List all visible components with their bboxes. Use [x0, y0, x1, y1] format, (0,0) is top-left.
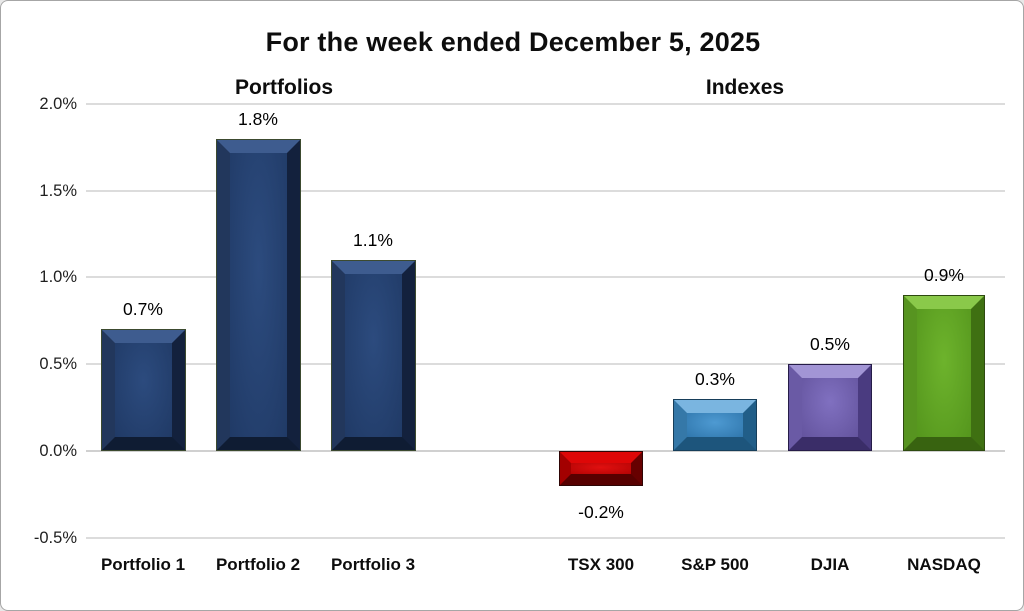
- y-axis-tick-label: 2.0%: [39, 94, 77, 113]
- bar-value-label: 1.1%: [353, 230, 393, 251]
- y-axis-tick-label: 1.5%: [39, 181, 77, 200]
- gridline: [86, 102, 1005, 105]
- y-axis-tick-label: 1.0%: [39, 268, 77, 287]
- y-axis-tick-label: 0.0%: [39, 442, 77, 460]
- x-axis-category-label: Portfolio 1: [100, 555, 186, 574]
- bar-face: [917, 308, 971, 437]
- x-axis-category-label: Portfolio 3: [330, 555, 416, 574]
- bar-face: [344, 274, 402, 437]
- bar-portfolio-1: [100, 329, 186, 451]
- bar-nasdaq: [903, 294, 985, 451]
- bar-bevel-frame: [101, 330, 185, 450]
- bar-bevel-frame: [674, 399, 756, 450]
- bar-face: [687, 412, 743, 437]
- x-axis-category-label: Portfolio 2: [215, 555, 301, 574]
- bar-face: [802, 378, 858, 437]
- x-axis-category-label: S&P 500: [681, 555, 749, 574]
- bar-bevel-frame: [331, 261, 415, 450]
- bar-face: [114, 343, 172, 437]
- bar-bevel-frame: [216, 139, 300, 450]
- chart-title: For the week ended December 5, 2025: [265, 27, 761, 57]
- bar-value-label: -0.2%: [578, 501, 624, 522]
- gridline: [86, 189, 1005, 192]
- gridline: [86, 450, 1005, 452]
- y-axis-tick-label: -0.5%: [33, 528, 77, 547]
- bar-s-p-500: [673, 398, 757, 451]
- gridline: [86, 276, 1005, 279]
- bar-value-label: 1.8%: [238, 108, 278, 129]
- x-axis-category-label: TSX 300: [567, 555, 635, 574]
- bar-djia: [788, 364, 872, 451]
- group-label-indexes: Indexes: [705, 76, 785, 99]
- bar-value-label: 0.9%: [924, 264, 964, 285]
- bar-portfolio-2: [215, 138, 301, 451]
- bar-face: [571, 463, 631, 474]
- group-label-portfolios: Portfolios: [235, 76, 333, 99]
- bar-bevel-frame: [904, 295, 984, 450]
- gridline: [86, 363, 1005, 366]
- bar-value-label: 0.7%: [123, 299, 163, 320]
- bar-tsx-300: [559, 451, 643, 486]
- bar-face: [229, 152, 287, 437]
- y-axis-tick-label: 0.5%: [39, 355, 77, 374]
- x-axis-category-label: DJIA: [810, 555, 850, 574]
- x-axis-category-label: NASDAQ: [907, 555, 981, 574]
- bar-value-label: 0.5%: [810, 334, 850, 355]
- bar-value-label: 0.3%: [695, 368, 735, 389]
- bar-bevel-frame: [789, 365, 871, 450]
- bar-portfolio-3: [330, 260, 416, 451]
- gridline: [86, 536, 1005, 539]
- bar-bevel-frame: [560, 452, 642, 485]
